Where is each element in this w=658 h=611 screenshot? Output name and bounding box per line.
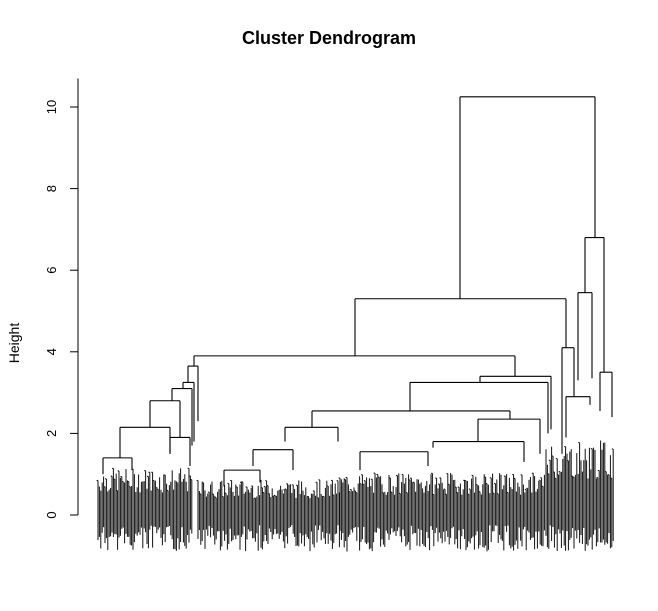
- chart-title: Cluster Dendrogram: [241, 28, 417, 48]
- y-axis: 0 2 4 6 8 10: [44, 78, 79, 519]
- y-tick-label: 4: [44, 348, 59, 355]
- y-tick-label: 10: [44, 100, 59, 114]
- y-tick-label: 2: [44, 430, 59, 437]
- y-tick-label: 6: [44, 267, 59, 274]
- y-tick-label: 8: [44, 185, 59, 192]
- dendrogram-leaves: [96, 440, 614, 552]
- y-tick-label: 0: [44, 511, 59, 518]
- dendrogram-tree: [102, 96, 613, 487]
